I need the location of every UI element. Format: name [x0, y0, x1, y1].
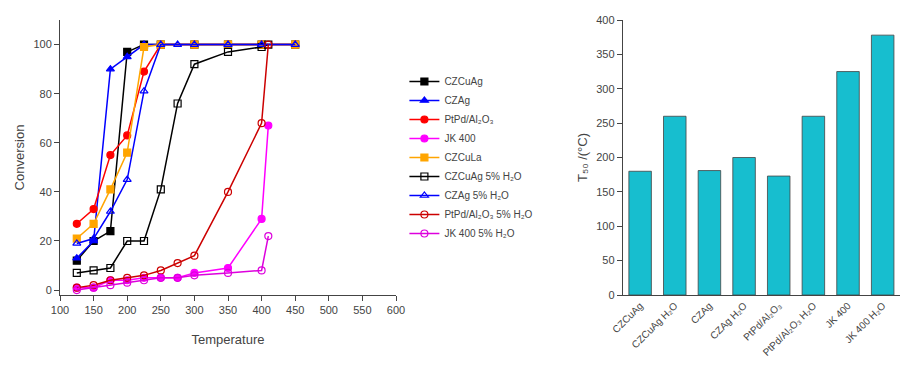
svg-text:T₅₀ /(°C): T₅₀ /(°C): [575, 133, 590, 182]
svg-text:CZAg H₂O: CZAg H₂O: [708, 300, 749, 341]
svg-text:200: 200: [118, 304, 136, 316]
svg-text:80: 80: [40, 88, 52, 100]
svg-text:CZCuAg H₂O: CZCuAg H₂O: [630, 300, 680, 350]
svg-text:CZAg 5% H₂O: CZAg 5% H₂O: [444, 190, 509, 201]
svg-text:300: 300: [185, 304, 203, 316]
svg-text:350: 350: [596, 48, 614, 60]
svg-text:JK 400: JK 400: [444, 133, 476, 144]
svg-text:150: 150: [84, 304, 102, 316]
svg-text:100: 100: [33, 38, 51, 50]
svg-text:40: 40: [40, 186, 52, 198]
svg-text:50: 50: [602, 254, 614, 266]
svg-text:250: 250: [152, 304, 170, 316]
svg-text:100: 100: [51, 304, 69, 316]
svg-text:Temperature: Temperature: [192, 332, 265, 347]
svg-text:200: 200: [596, 151, 614, 163]
svg-text:100: 100: [596, 220, 614, 232]
svg-text:600: 600: [387, 304, 405, 316]
svg-text:PtPd/Al₂O₃: PtPd/Al₂O₃: [741, 300, 783, 342]
svg-text:150: 150: [596, 186, 614, 198]
svg-text:Conversion: Conversion: [12, 125, 27, 191]
svg-text:300: 300: [596, 83, 614, 95]
svg-text:CZCuAg: CZCuAg: [444, 76, 482, 87]
svg-text:350: 350: [219, 304, 237, 316]
svg-text:CZCuLa: CZCuLa: [444, 152, 482, 163]
svg-text:PtPd/Al₂O₃ H₂O: PtPd/Al₂O₃ H₂O: [761, 300, 819, 358]
svg-text:CZCuAg 5% H₂O: CZCuAg 5% H₂O: [444, 171, 521, 182]
svg-text:PtPd/Al₂O₃: PtPd/Al₂O₃: [444, 114, 493, 125]
svg-text:PtPd/Al₂O₃ 5% H₂O: PtPd/Al₂O₃ 5% H₂O: [444, 209, 532, 220]
svg-text:450: 450: [286, 304, 304, 316]
svg-text:0: 0: [46, 284, 52, 296]
svg-text:20: 20: [40, 235, 52, 247]
svg-text:550: 550: [353, 304, 371, 316]
svg-text:CZCuAg: CZCuAg: [610, 300, 645, 335]
svg-text:250: 250: [596, 117, 614, 129]
svg-text:JK 400: JK 400: [823, 300, 853, 330]
svg-text:60: 60: [40, 137, 52, 149]
svg-text:JK 400 5% H₂O: JK 400 5% H₂O: [444, 228, 514, 239]
svg-text:400: 400: [252, 304, 270, 316]
svg-text:400: 400: [596, 14, 614, 26]
svg-text:CZAg: CZAg: [689, 300, 715, 326]
svg-text:500: 500: [320, 304, 338, 316]
svg-text:0: 0: [608, 289, 614, 301]
svg-text:CZAg: CZAg: [444, 95, 470, 106]
svg-text:JK 400 H₂O: JK 400 H₂O: [843, 300, 888, 345]
